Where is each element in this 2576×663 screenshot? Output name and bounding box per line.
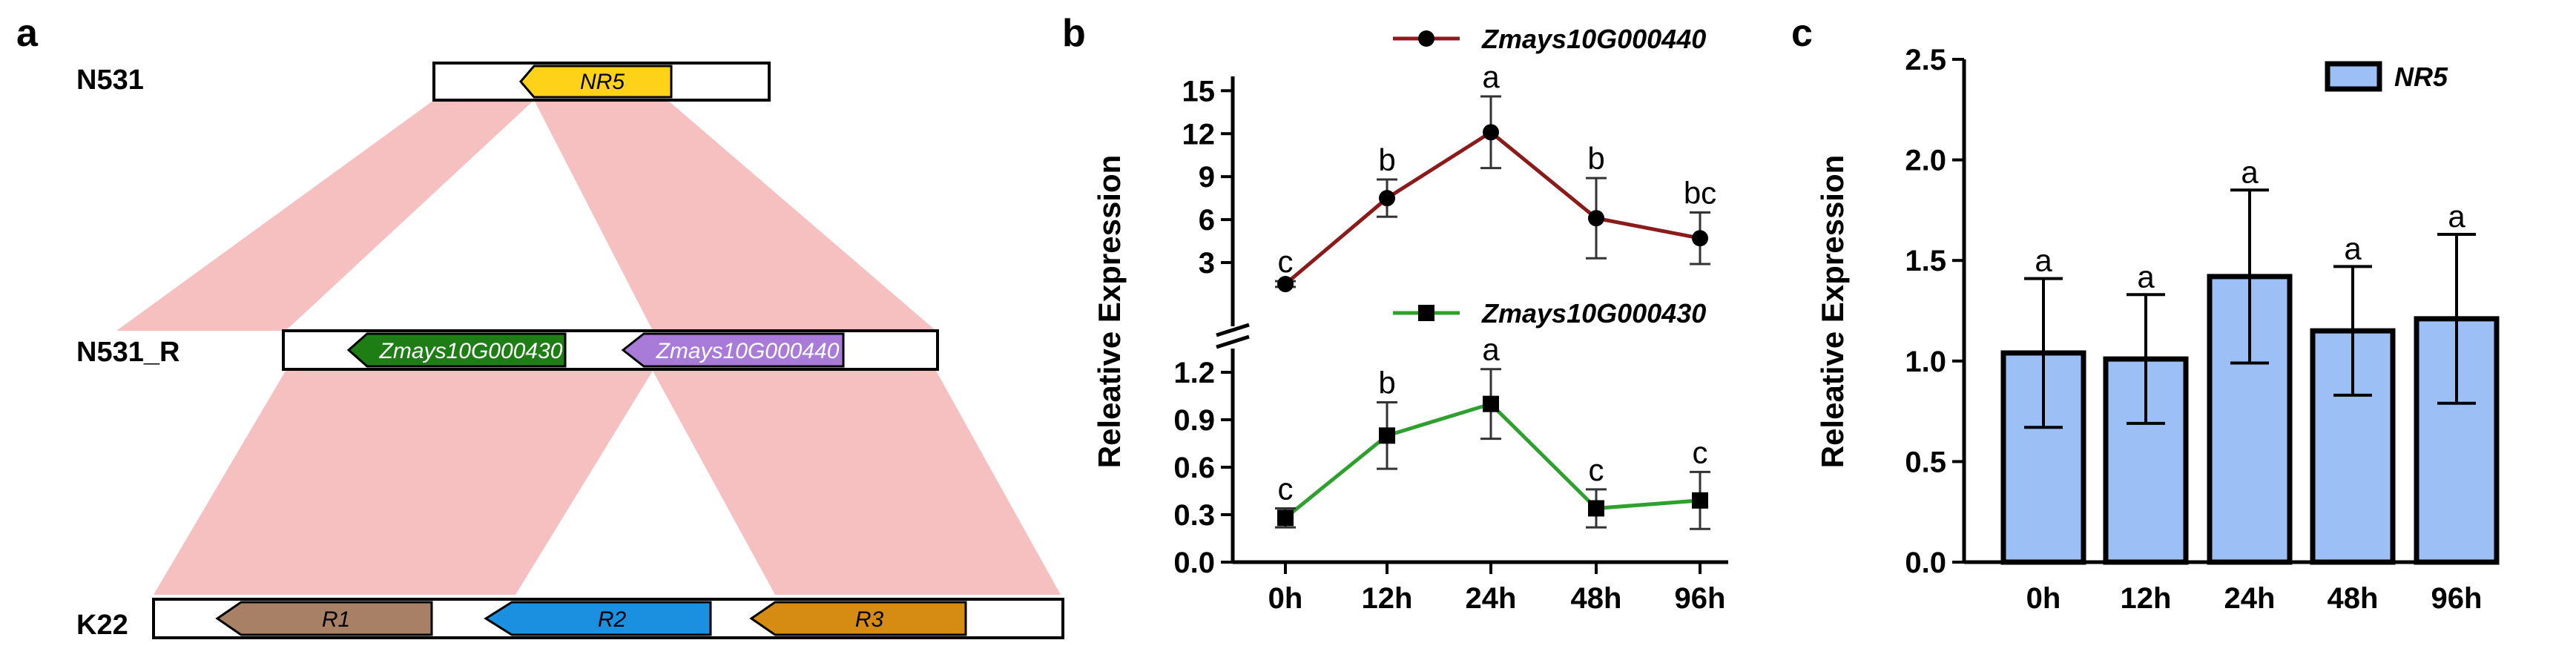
track-name-k22: K22 — [76, 610, 128, 641]
gene-arrow-r3 — [749, 601, 967, 636]
y-tick-label-upper: 15 — [1182, 75, 1216, 108]
y-tick-label: 2.0 — [1905, 145, 1946, 177]
x-tick-label: 0h — [1268, 582, 1303, 615]
significance-letter: b — [1378, 366, 1395, 400]
axis-break-mark — [1216, 323, 1250, 337]
legend-swatch — [2325, 61, 2382, 92]
y-tick-label: 2.5 — [1905, 44, 1946, 76]
synteny-link — [116, 100, 534, 331]
y-tick-label: 0.5 — [1905, 446, 1946, 478]
y-tick-label-lower: 0.0 — [1173, 547, 1215, 579]
data-point — [1379, 190, 1395, 207]
data-point — [1277, 276, 1294, 293]
data-point — [1483, 395, 1499, 412]
significance-letter: c — [1278, 471, 1294, 506]
significance-letter: a — [2241, 154, 2259, 189]
significance-letter: c — [1693, 435, 1708, 469]
gene-arrow-zmays10g000440 — [621, 332, 845, 368]
significance-letter: a — [2137, 259, 2155, 294]
data-point — [1483, 124, 1499, 141]
significance-letter: c — [1589, 452, 1604, 487]
x-tick-label: 24h — [1466, 582, 1517, 615]
gene-arrow-r2 — [484, 601, 712, 636]
gene-label-r2: R2 — [598, 607, 627, 632]
y-tick-label-upper: 3 — [1199, 247, 1215, 280]
synteny-link — [154, 371, 653, 595]
significance-letter: a — [2035, 243, 2052, 278]
y-tick-label-lower: 0.6 — [1173, 452, 1215, 484]
x-tick-label: 48h — [1571, 582, 1622, 615]
axis-break-mark — [1216, 334, 1250, 349]
gene-label-zmays10g000430: Zmays10G000430 — [379, 339, 563, 363]
y-tick-label: 0.0 — [1905, 547, 1946, 579]
x-tick-label: 0h — [2026, 582, 2061, 615]
gene-label-r1: R1 — [322, 607, 350, 632]
y-tick-label-lower: 0.9 — [1173, 404, 1215, 437]
significance-letter: bc — [1684, 175, 1716, 210]
series-line-0 — [1284, 130, 1701, 286]
y-tick-label: 1.0 — [1905, 346, 1946, 378]
data-point — [1692, 492, 1708, 509]
track-name-n531: N531 — [76, 65, 144, 96]
x-tick-label: 48h — [2328, 582, 2379, 615]
data-point — [1277, 509, 1294, 527]
synteny-link — [653, 371, 1061, 595]
panel-label-a: a — [16, 12, 39, 55]
significance-letter: a — [1482, 59, 1500, 94]
bar — [2103, 356, 2189, 565]
legend-label: Zmays10G000440 — [1481, 24, 1706, 54]
y-tick-label-lower: 1.2 — [1173, 357, 1215, 389]
gene-arrow-zmays10g000430 — [346, 332, 567, 368]
significance-letter: b — [1587, 141, 1604, 176]
x-tick-label: 96h — [1675, 582, 1726, 615]
panel-label-b: b — [1062, 12, 1086, 55]
x-tick-label: 24h — [2224, 582, 2276, 615]
y-tick-label-upper: 6 — [1199, 204, 1215, 237]
legend-label: NR5 — [2394, 62, 2448, 92]
x-tick-label: 12h — [1362, 582, 1413, 615]
significance-letter: c — [1278, 244, 1294, 279]
y-axis-label-b: Releative Expression — [1092, 155, 1127, 469]
x-tick-label: 96h — [2431, 582, 2483, 615]
panel-label-c: c — [1791, 12, 1813, 55]
legend-marker — [1418, 305, 1434, 321]
line-chart-panel: Releative Expression 3 6 9 12 15 0.0 0.3 0.6 0.9… — [1092, 24, 1728, 615]
y-tick-label-lower: 0.3 — [1173, 499, 1215, 532]
y-tick-label: 1.5 — [1905, 245, 1946, 277]
gene-arrow-r1 — [215, 601, 433, 636]
gene-arrow-nr5 — [519, 65, 673, 99]
significance-letter: b — [1378, 142, 1395, 177]
significance-letter: a — [1482, 332, 1500, 367]
gene-label-r3: R3 — [855, 607, 884, 632]
synteny-panel: N531 NR5 N531_R Zmays10G000430 Zmays10G0… — [76, 62, 1064, 641]
data-point — [1692, 230, 1708, 247]
data-point — [1588, 500, 1604, 517]
track-name-n531-r: N531_R — [76, 337, 179, 368]
x-tick-label: 12h — [2121, 582, 2172, 615]
gene-label-zmays10g000440: Zmays10G000440 — [656, 339, 840, 363]
bar-chart-panel: Releative Expression 0.0 0.5 1.0 1.5 2.0 2.5 0… — [1815, 44, 2500, 615]
y-tick-label-upper: 12 — [1182, 118, 1216, 151]
data-point — [1379, 427, 1395, 444]
synteny-link — [534, 100, 936, 331]
legend-marker — [1418, 30, 1434, 47]
gene-label-nr5: NR5 — [580, 70, 625, 94]
y-axis-label-c: Releative Expression — [1815, 155, 1850, 469]
significance-letter: a — [2344, 231, 2362, 265]
legend-label: Zmays10G000430 — [1481, 298, 1706, 329]
data-point — [1588, 210, 1604, 227]
significance-letter: a — [2448, 199, 2465, 234]
y-tick-label-upper: 9 — [1199, 161, 1215, 194]
series-line-1 — [1284, 401, 1701, 520]
